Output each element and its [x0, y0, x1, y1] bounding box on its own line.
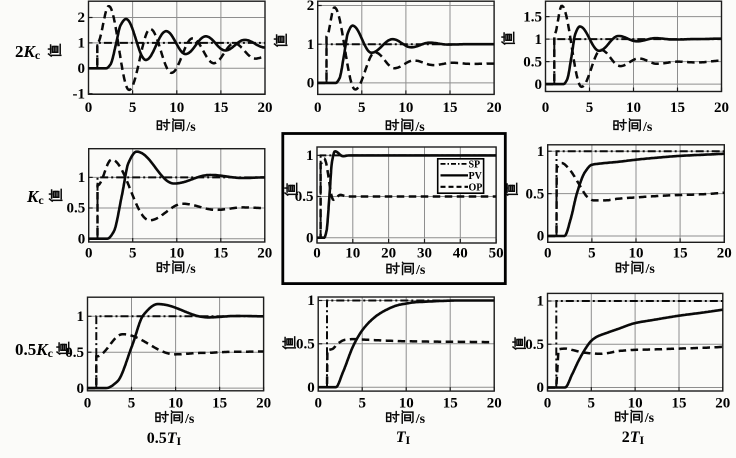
svg-text:15: 15	[213, 100, 228, 116]
svg-text:0.5: 0.5	[65, 345, 84, 361]
svg-text:1: 1	[77, 309, 85, 325]
svg-text:SP: SP	[469, 160, 481, 171]
svg-text:20: 20	[715, 396, 730, 412]
svg-text:0: 0	[85, 100, 93, 116]
svg-text:15: 15	[672, 396, 687, 412]
svg-text:0.5: 0.5	[523, 54, 542, 70]
svg-text:0: 0	[307, 380, 315, 396]
svg-text:15: 15	[213, 246, 228, 262]
svg-text:/s: /s	[415, 263, 426, 278]
svg-text:0: 0	[78, 231, 86, 247]
svg-text:0.5: 0.5	[295, 189, 314, 205]
svg-text:10: 10	[169, 246, 184, 262]
svg-text:/s: /s	[414, 120, 425, 135]
svg-text:10: 10	[629, 246, 644, 262]
svg-text:10: 10	[168, 396, 183, 412]
svg-text:0: 0	[84, 396, 92, 412]
svg-text:20: 20	[258, 100, 273, 116]
svg-text:10: 10	[345, 246, 360, 262]
svg-text:20: 20	[256, 396, 271, 412]
svg-text:5: 5	[129, 100, 137, 116]
svg-text:0: 0	[313, 246, 321, 262]
svg-text:5: 5	[358, 396, 366, 412]
svg-text:/s: /s	[185, 262, 196, 277]
svg-text:5: 5	[586, 100, 594, 116]
svg-text:5: 5	[128, 396, 136, 412]
svg-text:20: 20	[257, 246, 272, 262]
svg-text:0: 0	[314, 396, 322, 412]
svg-text:0.5: 0.5	[66, 201, 85, 217]
svg-text:20: 20	[487, 100, 502, 116]
svg-text:2TI: 2TI	[622, 429, 645, 447]
svg-text:OP: OP	[469, 183, 483, 194]
svg-text:1: 1	[307, 37, 315, 53]
svg-text:1: 1	[306, 148, 314, 164]
svg-text:0: 0	[544, 396, 552, 412]
svg-text:5: 5	[358, 100, 366, 116]
svg-text:1.5: 1.5	[523, 9, 542, 25]
svg-text:15: 15	[670, 100, 685, 116]
svg-text:1: 1	[535, 32, 543, 48]
svg-text:0: 0	[542, 100, 550, 116]
svg-text:0: 0	[537, 229, 545, 245]
svg-text:5: 5	[588, 396, 596, 412]
svg-text:15: 15	[673, 246, 688, 262]
svg-text:0: 0	[537, 380, 545, 396]
svg-text:0: 0	[85, 246, 93, 262]
svg-text:/s: /s	[642, 120, 653, 135]
svg-text:15: 15	[443, 100, 458, 116]
svg-text:/s: /s	[185, 120, 196, 135]
svg-text:2: 2	[307, 0, 315, 14]
svg-text:0.5TI: 0.5TI	[147, 430, 182, 448]
svg-text:/s: /s	[644, 411, 655, 426]
svg-text:/s: /s	[645, 262, 656, 277]
svg-text:20: 20	[381, 246, 396, 262]
svg-text:1: 1	[307, 293, 315, 309]
svg-text:0: 0	[78, 61, 86, 77]
svg-text:15: 15	[443, 396, 458, 412]
svg-text:0: 0	[535, 77, 543, 93]
svg-text:30: 30	[417, 246, 432, 262]
svg-text:10: 10	[169, 100, 184, 116]
svg-text:/s: /s	[415, 412, 426, 427]
svg-text:10: 10	[626, 100, 641, 116]
svg-text:0: 0	[307, 76, 315, 92]
svg-text:1: 1	[537, 294, 545, 310]
svg-text:5: 5	[588, 246, 596, 262]
svg-text:1: 1	[78, 36, 86, 52]
svg-text:1: 1	[78, 170, 86, 186]
svg-text:0: 0	[314, 100, 322, 116]
svg-text:0.5: 0.5	[296, 337, 315, 353]
svg-text:0: 0	[77, 381, 85, 397]
svg-text:10: 10	[628, 396, 643, 412]
svg-text:-1: -1	[73, 86, 86, 102]
svg-text:Kc: Kc	[26, 187, 44, 207]
svg-text:50: 50	[489, 246, 504, 262]
svg-text:0: 0	[306, 230, 314, 246]
svg-text:20: 20	[717, 246, 732, 262]
svg-text:10: 10	[398, 100, 413, 116]
svg-text:15: 15	[212, 396, 227, 412]
svg-text:0.5: 0.5	[525, 337, 544, 353]
svg-text:TI: TI	[396, 429, 411, 447]
svg-text:PV: PV	[469, 171, 483, 182]
svg-text:0.5Kc: 0.5Kc	[15, 340, 54, 360]
svg-text:20: 20	[487, 396, 502, 412]
svg-text:0: 0	[544, 246, 552, 262]
svg-text:/s: /s	[184, 412, 195, 427]
svg-text:5: 5	[129, 246, 137, 262]
svg-text:10: 10	[399, 396, 414, 412]
svg-text:1: 1	[537, 144, 545, 160]
svg-text:0.5: 0.5	[525, 186, 544, 202]
svg-text:40: 40	[453, 246, 468, 262]
svg-text:2: 2	[78, 10, 86, 26]
svg-text:2Kc: 2Kc	[15, 42, 41, 62]
svg-text:20: 20	[714, 100, 729, 116]
